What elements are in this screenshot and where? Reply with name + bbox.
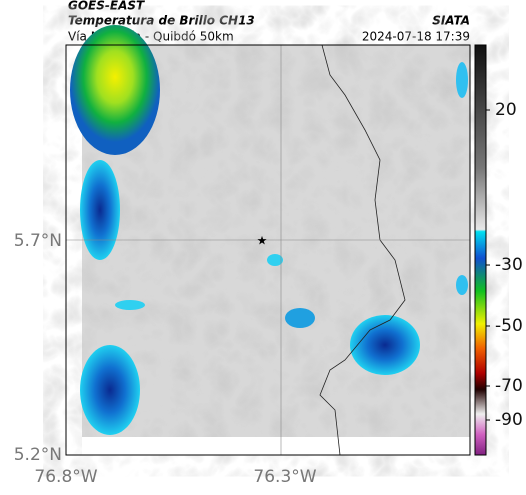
station-star: ★ (257, 234, 268, 248)
colorbar-label: -50 (495, 316, 523, 336)
subtitle: Temperatura de Brillo CH13 (68, 14, 255, 28)
title: GOES-EAST (68, 0, 145, 13)
colorbar-label: -90 (495, 410, 523, 430)
source: SIATA (432, 14, 470, 28)
colorbar-label: -30 (495, 255, 523, 275)
lon-label: 76.8°W (34, 467, 97, 487)
colorbar-label: 20 (495, 100, 517, 120)
datetime: 2024-07-18 17:39 (362, 30, 470, 44)
colorbar (474, 44, 487, 456)
lat-label: 5.2°N (14, 445, 62, 465)
lon-label: 76.3°W (253, 467, 316, 487)
map: ★ (65, 25, 471, 456)
lat-label: 5.7°N (14, 231, 62, 251)
colorbar-label: -70 (495, 376, 523, 396)
